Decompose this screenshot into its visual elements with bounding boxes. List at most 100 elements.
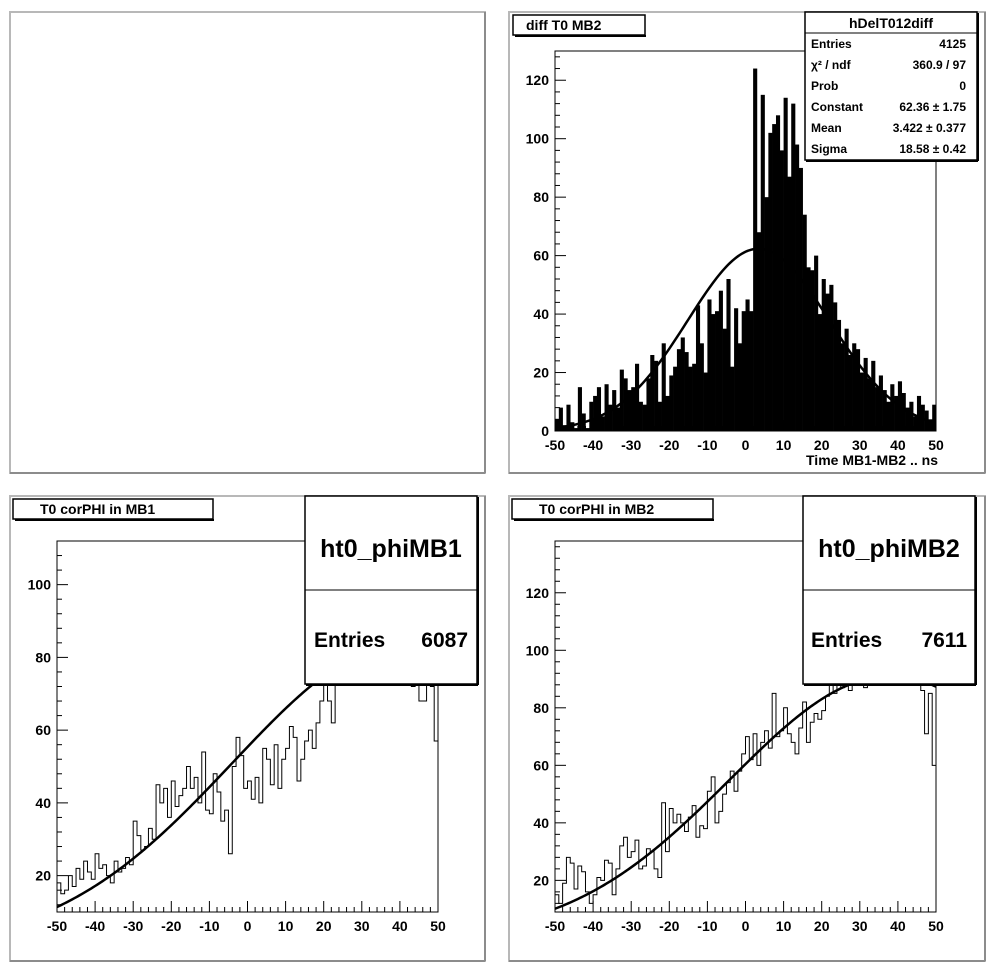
stats-name: ht0_phiMB2 [818,535,960,563]
histogram-bar [734,308,739,431]
stats-value: 7611 [921,629,967,652]
x-tick-label: -20 [659,918,679,934]
histogram-bar [802,214,807,431]
histogram-bar [627,390,632,431]
y-tick-label: 40 [533,815,549,831]
histogram-bar [825,293,830,431]
histogram-bar [775,115,781,432]
y-tick-label: 100 [526,642,550,658]
stats-name: ht0_phiMB1 [320,535,462,563]
histogram-bar [821,279,826,431]
histogram-bar [772,124,777,432]
histogram-bar [631,387,636,431]
x-axis-label: Time MB1-MB2 .. ns [806,452,938,468]
stats-label: Sigma [811,142,847,156]
histogram-bar [695,305,701,431]
histogram-bar [589,401,594,431]
x-tick-label: -50 [545,437,565,453]
x-tick-label: -10 [199,918,219,934]
y-tick-label: 100 [526,131,550,147]
histogram-bar [810,270,815,431]
stats-value: 360.9 / 97 [913,58,967,72]
y-tick-label: 80 [533,700,549,716]
histogram-bar [749,311,754,431]
histogram-bar [836,319,842,431]
histogram-bar [737,343,742,431]
histogram-bar [619,369,624,431]
histogram-bar [699,343,704,431]
histogram-bar [798,167,803,431]
stats-value: 3.422 ± 0.377 [893,121,967,135]
histogram-bar [642,404,647,431]
y-tick-label: 20 [35,868,51,884]
axes-corphi-mb2: -50 -40 -30 -20 -10 0 10 20 30 40 50 20 40 60 80 100 120 [526,540,944,934]
y-tick-label: 60 [533,757,549,773]
histogram-bar [577,387,582,431]
histogram-bar [764,197,769,431]
y-tick-label: 80 [35,649,51,665]
stats-name: hDelT012diff [849,15,933,31]
histogram-bar [562,425,567,431]
histogram-bar [646,378,651,431]
histogram-bar [608,404,613,431]
x-tick-label: 40 [890,437,906,453]
histogram-bar [718,290,723,431]
stats-label: χ² / ndf [811,58,852,72]
histogram-bar [638,401,643,431]
histogram-bar [688,366,693,431]
histogram-bar [615,407,621,431]
histogram-bar [600,416,605,431]
stats-value: 18.58 ± 0.42 [899,142,966,156]
pad-t0-corphi-mb2: -50 -40 -30 -20 -10 0 10 20 30 40 50 20 40 60 80 100 120… [508,495,986,962]
histogram-bar [635,363,640,431]
histogram-bar [604,384,609,431]
histogram-bar [730,366,735,431]
histogram-bar [726,279,731,431]
stats-value: 62.36 ± 1.75 [899,100,966,114]
histogram-bar [863,357,868,431]
histogram-bar [558,407,563,431]
x-tick-label: -30 [621,437,641,453]
stats-label: Entries [811,37,852,51]
x-tick-label: 30 [354,918,370,934]
x-tick-label: -30 [621,918,641,934]
pad-empty [9,11,486,474]
histogram-bar [623,378,628,431]
histogram-bar [875,387,880,431]
histogram-bar [894,395,899,431]
histogram-bar [878,375,883,431]
y-tick-label: 0 [541,423,549,439]
chart-title: T0 corPHI in MB1 [40,501,155,517]
histogram-bar [871,360,876,431]
title-box: diff T0 MB2 [512,14,646,37]
histogram-bar [596,387,602,431]
x-tick-label: -40 [583,918,603,934]
histogram-bar [928,419,933,431]
stats-value: 6087 [421,629,468,652]
y-tick-label: 20 [533,365,549,381]
y-tick-label: 40 [35,795,51,811]
histogram-bar [676,349,682,431]
title-box: T0 corPHI in MB2 [511,498,714,521]
histogram-bar [673,366,678,431]
stats-label: Entries [811,629,882,652]
histogram-bar [612,390,617,431]
x-tick-label: -40 [85,918,105,934]
fit-curve [554,247,937,430]
histogram-bar [787,176,792,431]
histogram-bar [692,363,697,431]
x-tick-label: 40 [392,918,408,934]
stats-box: hDelT012diff Entries 4125 χ² / ndf 360.9… [804,11,979,162]
histogram-bar [848,355,853,431]
histogram-bar [657,401,662,431]
x-tick-label: -30 [123,918,143,934]
histogram-bar [654,360,659,431]
y-tick-label: 80 [533,189,549,205]
x-tick-label: 20 [814,437,830,453]
x-tick-label: -20 [161,918,181,934]
y-tick-label: 120 [526,72,550,88]
x-tick-label: 30 [852,918,868,934]
histogram-bar [566,404,571,431]
x-tick-label: 50 [928,918,944,934]
x-tick-label: -10 [697,437,717,453]
